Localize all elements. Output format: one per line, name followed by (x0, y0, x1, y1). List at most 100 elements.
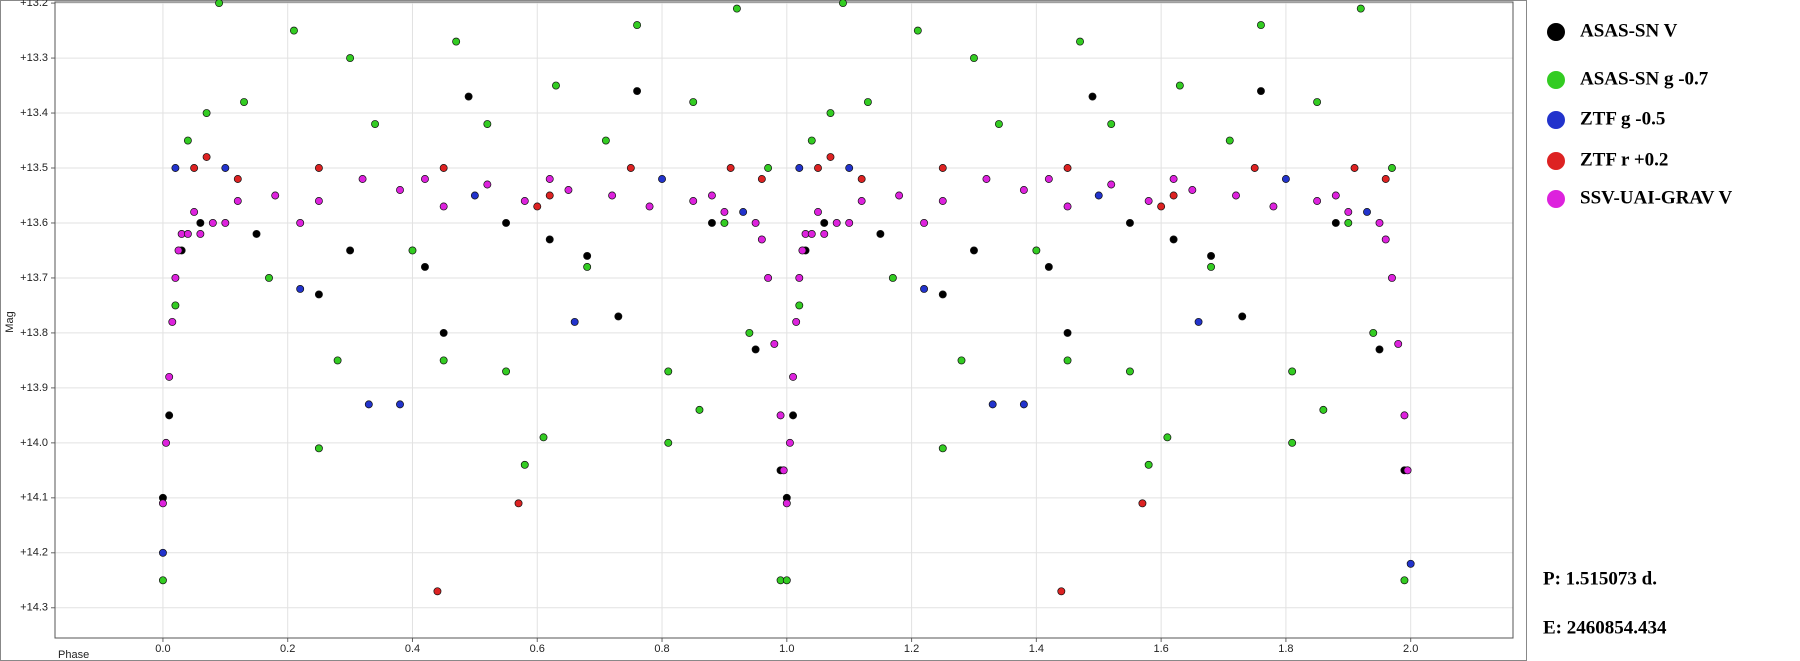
data-point (520, 197, 529, 205)
data-point (439, 328, 448, 337)
data-point (1363, 208, 1371, 216)
series-points (158, 175, 1412, 508)
x-tick-label: 1.0 (779, 643, 794, 655)
data-point (158, 576, 167, 585)
data-point (396, 186, 404, 194)
series-points (158, 0, 1409, 585)
legend-marker (1547, 23, 1565, 41)
data-point (1356, 4, 1365, 13)
data-point (1044, 175, 1053, 183)
data-point (296, 219, 305, 227)
data-point (1400, 411, 1409, 420)
data-point (196, 230, 205, 238)
x-tick-label: 0.2 (280, 643, 295, 655)
y-tick-label: +13.3 (20, 52, 48, 64)
data-point (1269, 202, 1278, 211)
data-point (502, 367, 511, 376)
data-point (158, 499, 167, 508)
data-point (570, 317, 579, 326)
data-point (168, 317, 177, 326)
data-point (608, 191, 617, 200)
x-tick-label: 0.8 (654, 643, 669, 655)
data-point (1331, 191, 1340, 200)
data-point (970, 246, 978, 255)
legend-label: ZTF g -0.5 (1580, 108, 1665, 129)
data-point (545, 191, 554, 200)
data-point (1403, 466, 1412, 475)
data-point (1369, 328, 1378, 337)
data-point (798, 246, 807, 255)
data-point (346, 54, 355, 63)
data-point (314, 444, 323, 453)
data-point (764, 273, 773, 282)
x-axis-label: Phase (58, 649, 89, 661)
y-tick-label: +13.2 (20, 0, 48, 9)
data-point (1063, 328, 1072, 337)
data-point (583, 263, 592, 271)
data-point (795, 273, 804, 282)
data-point (483, 180, 492, 189)
data-point (751, 219, 760, 227)
data-point (439, 164, 448, 172)
data-point (545, 175, 554, 183)
data-point (757, 175, 766, 183)
data-point (845, 164, 854, 172)
data-point (1350, 164, 1359, 172)
data-point (938, 197, 947, 205)
data-point (1232, 191, 1240, 200)
data-point (202, 153, 211, 161)
data-point (1381, 175, 1390, 183)
y-tick-label: +13.9 (20, 382, 48, 394)
data-point (1088, 92, 1097, 101)
data-point (545, 235, 554, 244)
data-point (764, 164, 773, 172)
data-point (1063, 356, 1072, 365)
data-point (745, 328, 754, 337)
data-point (233, 175, 242, 183)
chart-frame (0, 0, 1527, 661)
data-point (1207, 263, 1215, 271)
data-point (795, 164, 804, 172)
data-point (1375, 219, 1384, 227)
data-point (408, 246, 417, 255)
data-point (240, 98, 248, 106)
data-point (820, 230, 829, 238)
data-point (739, 208, 748, 216)
x-tick-label: 0.0 (155, 643, 170, 655)
data-point (190, 208, 199, 216)
data-point (1063, 164, 1072, 172)
legend-label: SSV-UAI-GRAV V (1580, 187, 1732, 208)
data-point (208, 219, 217, 227)
data-point (957, 356, 966, 365)
data-point (452, 37, 461, 46)
data-point (707, 219, 716, 227)
data-point (1257, 21, 1265, 30)
x-tick-label: 2.0 (1403, 643, 1418, 655)
data-point (1163, 433, 1172, 442)
data-point (1388, 273, 1396, 282)
data-point (1331, 219, 1340, 227)
data-point (221, 219, 230, 227)
data-point (1388, 164, 1396, 172)
data-point (1344, 219, 1353, 227)
data-point (633, 21, 642, 30)
data-point (1169, 235, 1178, 244)
data-point (1406, 559, 1415, 568)
data-point (190, 164, 199, 172)
series-points (158, 87, 1409, 502)
data-point (196, 219, 205, 227)
data-point (333, 356, 342, 365)
data-point (1125, 219, 1134, 227)
data-point (1144, 197, 1153, 205)
data-point (396, 400, 404, 409)
data-point (689, 197, 698, 205)
data-point (1194, 317, 1203, 326)
data-point (162, 438, 171, 447)
data-point (1107, 120, 1116, 128)
data-point (483, 120, 492, 128)
y-axis-label: Mag (4, 311, 16, 332)
data-point (920, 219, 929, 227)
data-point (1313, 98, 1322, 106)
data-point (1225, 136, 1234, 145)
data-point (751, 345, 760, 354)
